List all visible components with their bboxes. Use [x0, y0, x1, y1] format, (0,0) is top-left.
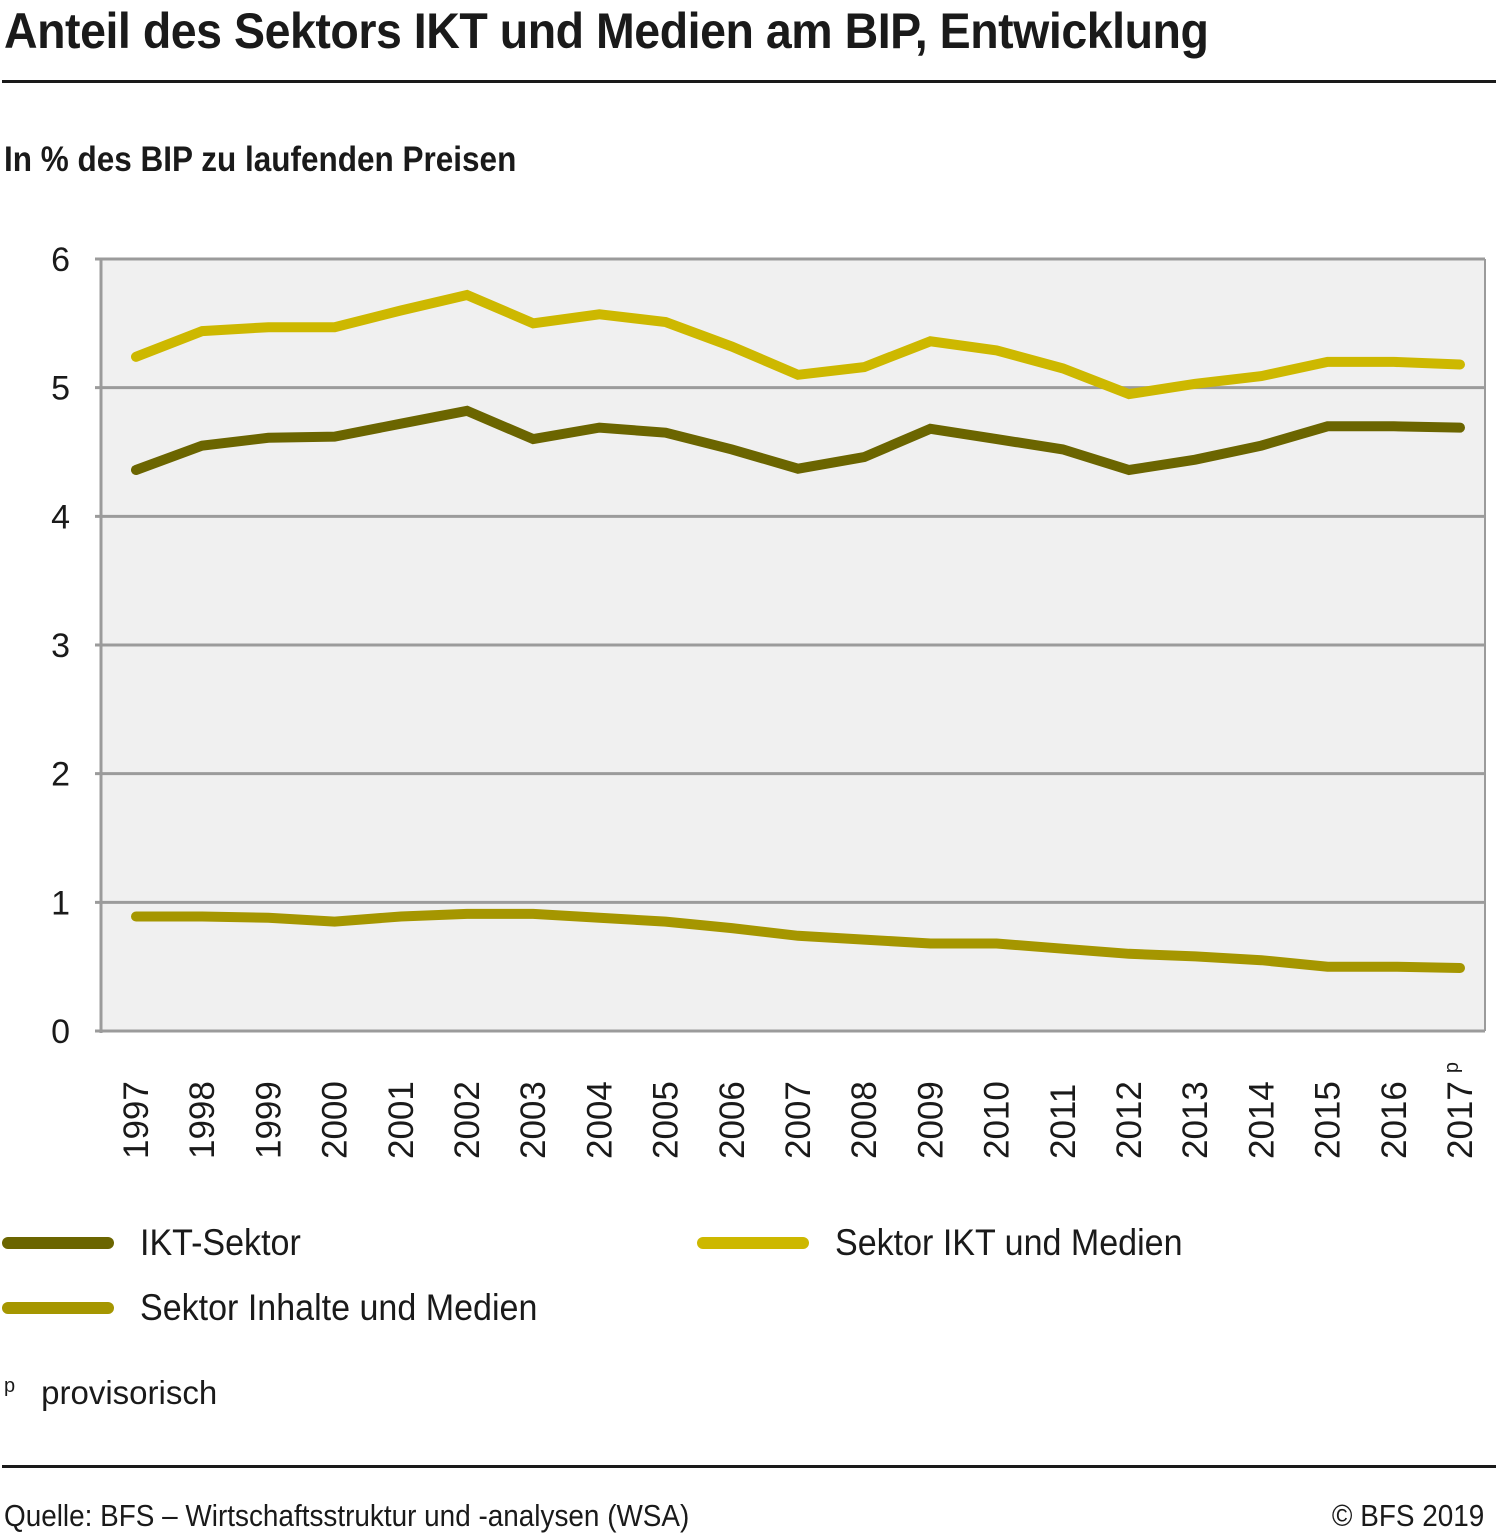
y-tick-label: 1	[51, 884, 70, 922]
x-tick-label: 2008	[845, 1081, 884, 1159]
line-chart: 0 1 2 3 4 5 6 1997 1998 1999 2000 2001 2002 2003 2004…	[51, 241, 1486, 1159]
y-tick-label: 0	[51, 1013, 70, 1051]
source-note: Quelle: BFS – Wirtschaftsstruktur und -a…	[4, 1498, 690, 1533]
x-tick-label: 1999	[249, 1081, 288, 1159]
legend-item-sektor-ikt-und-medien: Sektor IKT und Medien	[697, 1222, 1213, 1264]
title-divider	[2, 80, 1496, 83]
footnote: p provisorisch	[4, 1374, 217, 1412]
x-tick-label: 2014	[1242, 1081, 1281, 1159]
series-line-sektor-ikt-und-medien	[131, 289, 1465, 400]
y-tick-label: 3	[51, 627, 70, 665]
x-tick-label: 2003	[514, 1081, 553, 1159]
x-tick-label: 2012	[1110, 1081, 1149, 1159]
legend-item-sektor-inhalte-und-medien: Sektor Inhalte und Medien	[2, 1287, 572, 1329]
x-tick-label: 2016	[1375, 1081, 1414, 1159]
footer-divider	[2, 1465, 1496, 1468]
series-line-sektor-inhalte-und-medien	[131, 908, 1465, 973]
x-tick-label: 2010	[978, 1081, 1017, 1159]
legend-label-sektor-ikt-und-medien: Sektor IKT und Medien	[835, 1222, 1183, 1263]
x-tick-label: 2002	[448, 1081, 487, 1159]
x-tick-label: 2015	[1309, 1081, 1348, 1159]
copyright-note: © BFS 2019	[1331, 1498, 1484, 1533]
chart-subtitle: In % des BIP zu laufenden Preisen	[4, 140, 517, 179]
chart-title: Anteil des Sektors IKT und Medien am BIP…	[4, 3, 1209, 59]
legend-label-sektor-inhalte-und-medien: Sektor Inhalte und Medien	[140, 1287, 538, 1328]
legend-swatch-ikt-sektor	[2, 1237, 114, 1249]
x-tick-label: 2000	[316, 1081, 355, 1159]
y-tick-label: 6	[51, 241, 70, 279]
legend-label-ikt-sektor: IKT-Sektor	[140, 1222, 301, 1263]
y-tick-label: 5	[51, 370, 70, 408]
x-tick-label: 2011	[1044, 1084, 1083, 1159]
x-tick-label: 1998	[183, 1081, 222, 1159]
legend-swatch-sektor-inhalte-und-medien	[2, 1302, 114, 1314]
x-tick-label: 2001	[382, 1081, 421, 1159]
series-line-ikt-sektor	[131, 405, 1465, 476]
footnote-text: provisorisch	[41, 1374, 218, 1411]
x-tick-label: 2007	[779, 1081, 818, 1159]
footnote-mark: p	[4, 1375, 16, 1397]
x-tick-label: 1997	[117, 1081, 156, 1159]
x-tick-label: 2009	[911, 1081, 950, 1159]
legend-swatch-sektor-ikt-und-medien	[697, 1237, 809, 1249]
x-tick-label: 2017p	[1441, 1062, 1480, 1159]
x-tick-label: 2006	[713, 1081, 752, 1159]
x-tick-label: 2004	[580, 1081, 619, 1159]
x-tick-label: 2005	[647, 1081, 686, 1159]
legend-item-ikt-sektor: IKT-Sektor	[2, 1222, 315, 1264]
x-tick-label: 2013	[1176, 1081, 1215, 1159]
provisional-mark: p	[1441, 1062, 1463, 1073]
y-tick-label: 2	[51, 756, 70, 794]
y-tick-label: 4	[51, 498, 70, 536]
